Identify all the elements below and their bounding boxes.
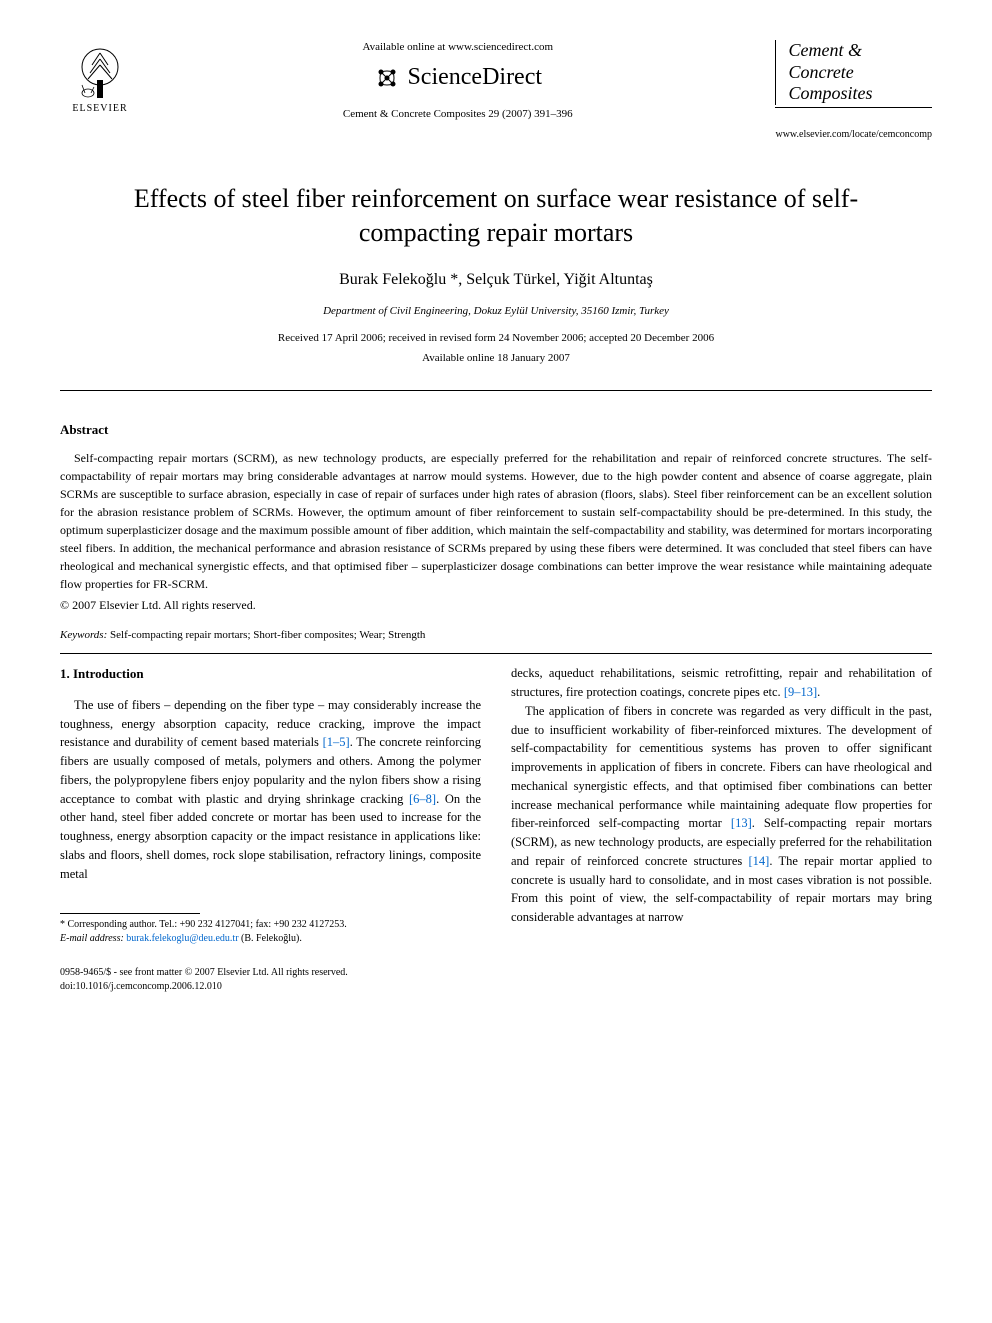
abstract-bottom-rule: [60, 653, 932, 654]
sciencedirect-brand: ScienceDirect: [160, 61, 755, 95]
journal-url: www.elsevier.com/locate/cemconcomp: [775, 128, 932, 142]
column-left: 1. Introduction The use of fibers – depe…: [60, 664, 481, 946]
journal-title-box: Cement & Concrete Composites: [775, 40, 915, 105]
intro-paragraph-1-cont: decks, aqueduct rehabilitations, seismic…: [511, 664, 932, 702]
reference-link-14[interactable]: [14]: [749, 854, 770, 868]
journal-box-container: Cement & Concrete Composites www.elsevie…: [775, 40, 932, 142]
corresponding-author-text: * Corresponding author. Tel.: +90 232 41…: [60, 918, 481, 932]
dates-received: Received 17 April 2006; received in revi…: [60, 331, 932, 346]
footer-left: 0958-9465/$ - see front matter © 2007 El…: [60, 966, 348, 994]
corresponding-author-footnote: * Corresponding author. Tel.: +90 232 41…: [60, 918, 481, 946]
authors: Burak Felekoğlu *, Selçuk Türkel, Yiğit …: [60, 269, 932, 291]
intro-paragraph-1: The use of fibers – depending on the fib…: [60, 696, 481, 884]
introduction-heading: 1. Introduction: [60, 664, 481, 684]
reference-link-9-13[interactable]: [9–13]: [784, 685, 817, 699]
page-footer: 0958-9465/$ - see front matter © 2007 El…: [60, 966, 932, 994]
sciencedirect-icon: [373, 64, 401, 92]
intro-text-3a: The application of fibers in concrete wa…: [511, 704, 932, 831]
email-suffix: (B. Felekoğlu).: [239, 933, 302, 944]
abstract-top-rule: [60, 390, 932, 391]
journal-reference: Cement & Concrete Composites 29 (2007) 3…: [160, 107, 755, 122]
reference-link-1-5[interactable]: [1–5]: [323, 735, 350, 749]
intro-text-2b: .: [817, 685, 820, 699]
journal-title-line1: Cement &: [788, 40, 915, 62]
journal-title-line3: Composites: [788, 83, 915, 105]
issn-line: 0958-9465/$ - see front matter © 2007 El…: [60, 966, 348, 980]
email-line: E-mail address: burak.felekoglu@deu.edu.…: [60, 932, 481, 946]
keywords-values: Self-compacting repair mortars; Short-fi…: [107, 629, 425, 641]
reference-link-6-8[interactable]: [6–8]: [409, 792, 436, 806]
keywords-label: Keywords:: [60, 629, 107, 641]
sciencedirect-label: ScienceDirect: [407, 61, 542, 95]
journal-title-line2: Concrete: [788, 62, 915, 84]
journal-box-rule: [775, 107, 932, 108]
email-label: E-mail address:: [60, 933, 126, 944]
intro-paragraph-2: The application of fibers in concrete wa…: [511, 702, 932, 927]
abstract-text: Self-compacting repair mortars (SCRM), a…: [60, 449, 932, 593]
dates-available: Available online 18 January 2007: [60, 351, 932, 366]
available-online-text: Available online at www.sciencedirect.co…: [160, 40, 755, 55]
elsevier-label: ELSEVIER: [72, 102, 127, 116]
affiliation: Department of Civil Engineering, Dokuz E…: [60, 304, 932, 319]
column-right: decks, aqueduct rehabilitations, seismic…: [511, 664, 932, 946]
article-title: Effects of steel fiber reinforcement on …: [100, 182, 892, 250]
body-columns: 1. Introduction The use of fibers – depe…: [60, 664, 932, 946]
copyright-text: © 2007 Elsevier Ltd. All rights reserved…: [60, 597, 932, 614]
abstract-heading: Abstract: [60, 421, 932, 439]
page-header: ELSEVIER Available online at www.science…: [60, 40, 932, 142]
keywords-line: Keywords: Self-compacting repair mortars…: [60, 628, 932, 643]
footnote-separator: [60, 913, 200, 914]
center-header: Available online at www.sciencedirect.co…: [140, 40, 775, 122]
elsevier-logo: ELSEVIER: [60, 40, 140, 120]
elsevier-tree-icon: [70, 45, 130, 100]
email-address[interactable]: burak.felekoglu@deu.edu.tr: [126, 933, 238, 944]
doi-line: doi:10.1016/j.cemconcomp.2006.12.010: [60, 980, 348, 994]
reference-link-13[interactable]: [13]: [731, 816, 752, 830]
intro-text-2a: decks, aqueduct rehabilitations, seismic…: [511, 666, 932, 699]
